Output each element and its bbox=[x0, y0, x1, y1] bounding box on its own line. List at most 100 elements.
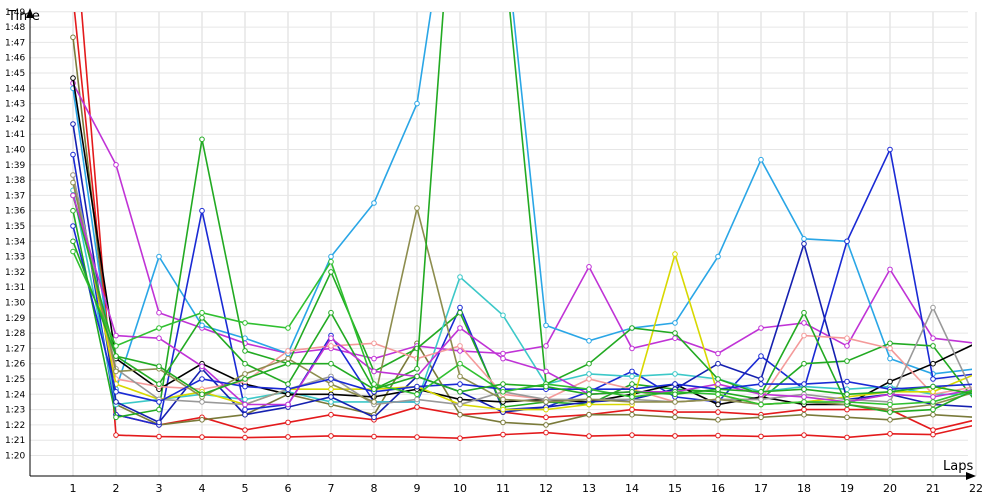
data-point bbox=[371, 355, 377, 362]
data-point bbox=[586, 386, 592, 393]
data-point bbox=[930, 431, 936, 438]
data-point bbox=[758, 353, 764, 359]
data-point bbox=[371, 433, 377, 440]
data-point bbox=[887, 266, 893, 273]
data-point bbox=[543, 343, 549, 349]
data-point bbox=[543, 429, 549, 436]
x-tick-label: 19 bbox=[840, 482, 854, 495]
data-point bbox=[715, 417, 721, 423]
data-point bbox=[457, 411, 463, 418]
data-point bbox=[457, 401, 463, 408]
x-tick-label: 6 bbox=[285, 482, 292, 495]
axes bbox=[26, 8, 976, 480]
data-point bbox=[844, 406, 850, 413]
y-tick-label: 1:45 bbox=[5, 69, 25, 79]
data-point bbox=[414, 373, 420, 380]
data-point bbox=[285, 325, 291, 331]
data-point bbox=[586, 360, 592, 367]
data-point bbox=[887, 389, 893, 395]
data-point bbox=[285, 355, 291, 362]
data-point bbox=[930, 343, 936, 349]
data-point bbox=[328, 309, 334, 316]
x-tick-label: 22 bbox=[969, 482, 983, 495]
data-point bbox=[758, 389, 764, 395]
data-point bbox=[758, 325, 764, 331]
data-point bbox=[887, 146, 893, 153]
data-point bbox=[543, 383, 549, 390]
series-1 bbox=[80, 12, 972, 442]
data-point bbox=[113, 368, 119, 375]
data-point bbox=[930, 360, 936, 367]
data-point bbox=[457, 435, 463, 442]
data-point bbox=[457, 348, 463, 354]
data-point bbox=[414, 205, 420, 211]
x-tick-label: 17 bbox=[754, 482, 768, 495]
data-point bbox=[543, 368, 549, 375]
data-point bbox=[629, 373, 635, 380]
y-tick-label: 1:20 bbox=[5, 452, 25, 462]
data-point bbox=[543, 322, 549, 329]
data-point bbox=[113, 389, 119, 395]
data-point bbox=[156, 253, 162, 260]
data-point bbox=[801, 360, 807, 367]
data-point bbox=[758, 396, 764, 403]
series-line bbox=[72, 37, 972, 426]
data-point bbox=[371, 340, 377, 347]
data-point bbox=[586, 264, 592, 270]
data-point bbox=[500, 355, 506, 362]
x-tick-label: 14 bbox=[625, 482, 639, 495]
data-point bbox=[887, 355, 893, 362]
y-tick-label: 1:22 bbox=[5, 421, 25, 431]
data-point bbox=[328, 343, 334, 349]
y-tick-label: 1:26 bbox=[5, 360, 25, 370]
data-point bbox=[801, 332, 807, 339]
data-point bbox=[844, 391, 850, 398]
data-point bbox=[414, 366, 420, 372]
data-point bbox=[930, 335, 936, 342]
data-point bbox=[629, 432, 635, 438]
y-tick-label: 1:46 bbox=[5, 54, 25, 64]
data-point bbox=[844, 434, 850, 441]
data-point bbox=[242, 320, 248, 326]
data-point bbox=[242, 411, 248, 418]
data-point bbox=[715, 350, 721, 357]
data-point bbox=[930, 394, 936, 400]
x-tick-label: 16 bbox=[711, 482, 725, 495]
x-tick-label: 7 bbox=[328, 482, 335, 495]
data-point bbox=[844, 238, 850, 245]
data-point bbox=[887, 340, 893, 347]
data-point bbox=[457, 381, 463, 387]
x-tick-label: 8 bbox=[371, 482, 378, 495]
data-point bbox=[457, 360, 463, 367]
data-point bbox=[371, 399, 377, 405]
data-point bbox=[242, 376, 248, 382]
data-point bbox=[242, 434, 248, 441]
data-point bbox=[70, 192, 76, 199]
data-point bbox=[586, 396, 592, 403]
data-point bbox=[242, 383, 248, 390]
data-point bbox=[629, 325, 635, 331]
data-point bbox=[70, 34, 76, 41]
data-point bbox=[70, 223, 76, 229]
data-point bbox=[199, 376, 205, 382]
data-point bbox=[285, 434, 291, 440]
data-point bbox=[328, 399, 334, 405]
series-19 bbox=[70, 238, 972, 398]
y-tick-label: 1:43 bbox=[5, 100, 25, 110]
data-point bbox=[586, 391, 592, 398]
data-point bbox=[328, 381, 334, 387]
data-point bbox=[113, 332, 119, 339]
data-point bbox=[887, 409, 893, 415]
data-point bbox=[930, 406, 936, 413]
data-point bbox=[500, 431, 506, 438]
data-point bbox=[414, 404, 420, 410]
data-point bbox=[801, 406, 807, 413]
data-point bbox=[801, 241, 807, 247]
data-point bbox=[801, 236, 807, 242]
data-point bbox=[930, 389, 936, 395]
y-tick-label: 1:23 bbox=[5, 406, 25, 416]
data-point bbox=[457, 304, 463, 311]
y-tick-label: 1:49 bbox=[5, 8, 25, 18]
y-tick-label: 1:21 bbox=[5, 436, 25, 446]
